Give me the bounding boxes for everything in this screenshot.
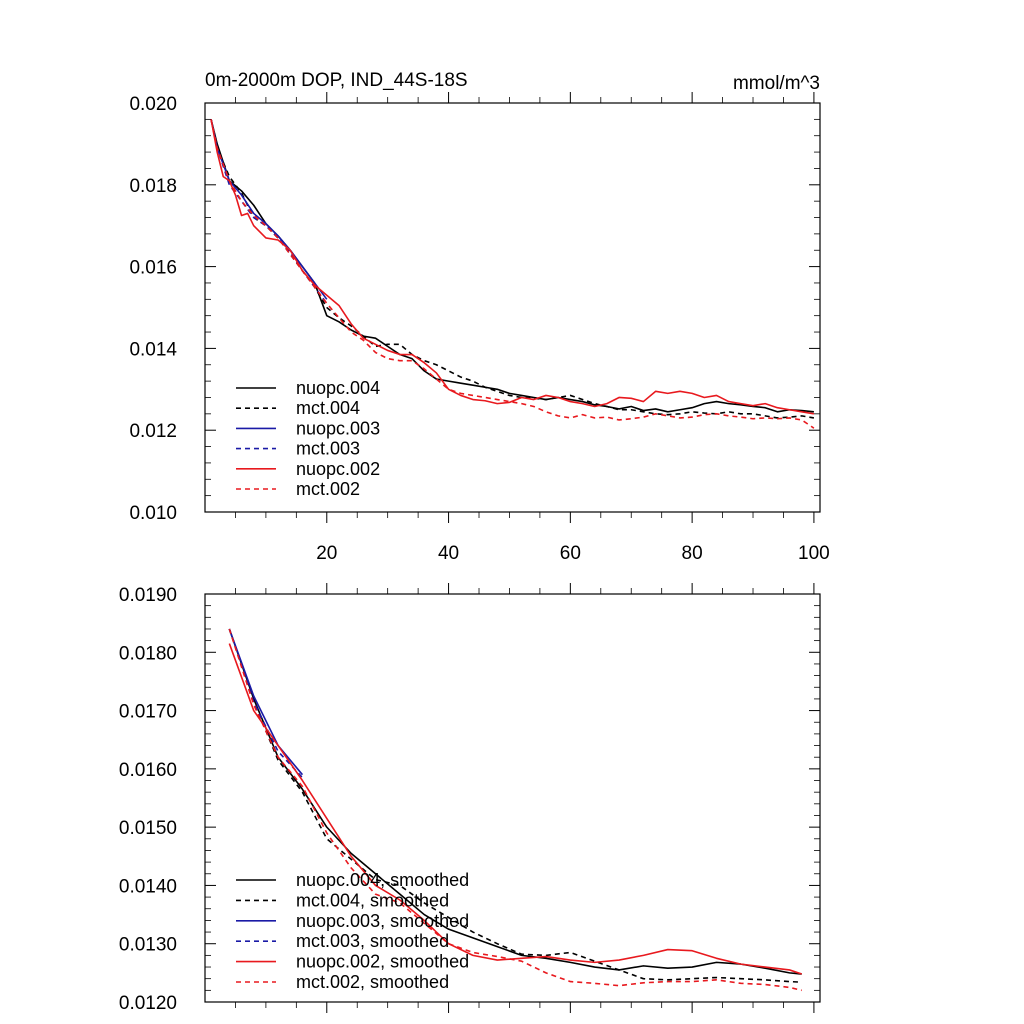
y-tick-label: 0.0160 (119, 760, 177, 781)
series-line-nuopc-004-smoothed (228, 628, 802, 975)
y-tick-label: 0.010 (129, 503, 177, 524)
legend-label: mct.002 (296, 479, 360, 499)
y-tick-label: 0.018 (129, 176, 177, 197)
x-tick-label: 100 (798, 543, 830, 564)
y-tick-label: 0.0140 (119, 876, 177, 897)
legend-label: mct.004 (296, 398, 360, 418)
legend-label: nuopc.004, smoothed (296, 870, 469, 890)
legend-label: mct.002, smoothed (296, 972, 449, 992)
x-tick-label: 40 (438, 543, 459, 564)
y-tick-label: 0.0170 (119, 702, 177, 723)
legend-label: mct.003, smoothed (296, 931, 449, 951)
legend-label: nuopc.004 (296, 378, 380, 398)
y-tick-label: 0.014 (129, 339, 177, 360)
series-line-mct-004 (210, 119, 815, 419)
y-tick-label: 0.0150 (119, 818, 177, 839)
series-line-nuopc-003-smoothed (228, 628, 304, 776)
y-tick-label: 0.0190 (119, 585, 177, 606)
y-tick-label: 0.0120 (119, 993, 177, 1014)
legend-label: mct.003 (296, 439, 360, 459)
series-line-mct-002-smoothed (228, 628, 802, 992)
x-tick-label: 80 (682, 543, 703, 564)
y-tick-label: 0.012 (129, 421, 177, 442)
legend-label: mct.004, smoothed (296, 890, 449, 910)
plot-frame (204, 102, 821, 513)
series-line-nuopc-002 (210, 119, 815, 415)
series-line-mct-003 (210, 119, 328, 304)
y-tick-label: 0.020 (129, 94, 177, 115)
y-tick-label: 0.0130 (119, 935, 177, 956)
y-tick-label: 0.016 (129, 258, 177, 279)
legend-label: nuopc.002, smoothed (296, 952, 469, 972)
legend-label: nuopc.003 (296, 418, 380, 438)
legend-label: nuopc.002 (296, 459, 380, 479)
y-tick-label: 0.0180 (119, 643, 177, 664)
units-label: mmol/m^3 (733, 73, 820, 94)
plot-frame (204, 593, 821, 1003)
x-tick-label: 20 (316, 543, 337, 564)
series-line-mct-004-smoothed (228, 628, 802, 983)
series-line-nuopc-003 (210, 119, 328, 300)
legend-label: nuopc.003, smoothed (296, 911, 469, 931)
x-tick-label: 60 (560, 543, 581, 564)
chart-title: 0m-2000m DOP, IND_44S-18S (205, 70, 468, 91)
series-line-nuopc-002-smoothed (228, 643, 802, 975)
top-panel: 0.010 0.012 0.014 0.016 0.018 0.020 20 40 60 80 10… (129, 70, 829, 564)
bottom-panel: 0.0120 0.0130 0.0140 0.0150 0.0160 0.0170 0.01… (119, 583, 821, 1014)
series-line-mct-003-smoothed (228, 628, 304, 779)
